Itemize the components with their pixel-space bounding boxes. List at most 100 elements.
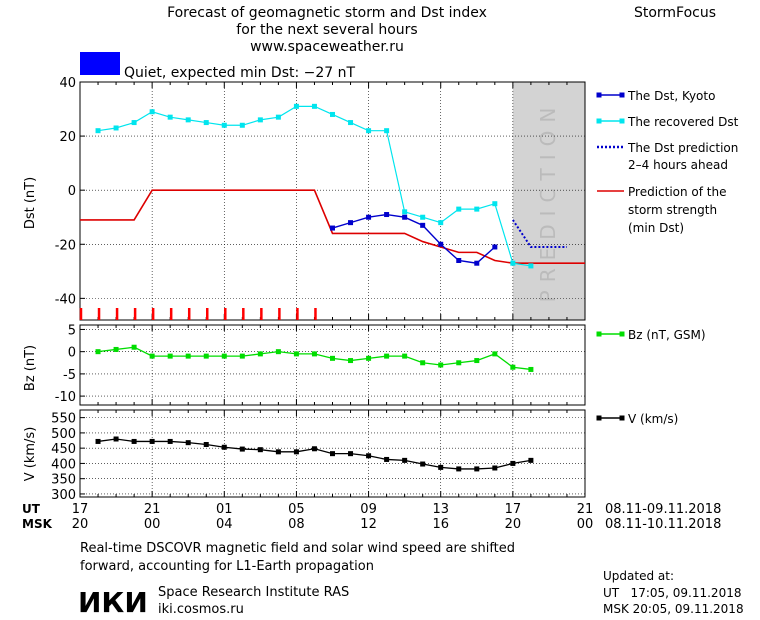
- recovered-dst-point: [293, 103, 299, 109]
- legend-point: [619, 331, 625, 337]
- y-tick-label: -5: [63, 368, 76, 383]
- prediction-label: PREDICTION: [536, 100, 560, 303]
- bz-point: [95, 349, 101, 355]
- bz-point: [474, 358, 480, 364]
- msk-axis-label: MSK: [22, 517, 53, 531]
- bz-point: [167, 353, 173, 359]
- iki-logo: ИКИ: [78, 586, 148, 619]
- bz-point: [275, 349, 281, 355]
- legend-point: [596, 415, 602, 421]
- solar-wind-speed-point: [131, 438, 137, 444]
- dst-axis-label: Dst (nT): [23, 177, 38, 229]
- bz-point: [185, 353, 191, 359]
- solar-wind-speed-point: [203, 441, 209, 447]
- chart-title-line-2: for the next several hours: [236, 22, 417, 38]
- y-tick-label: 0: [68, 346, 76, 361]
- bz-point: [348, 358, 354, 364]
- footer-site: iki.cosmos.ru: [158, 602, 244, 617]
- dst-prediction-line: [512, 219, 567, 248]
- solar-wind-speed-point: [95, 438, 101, 444]
- bz-axis-label: Bz (nT): [23, 345, 38, 391]
- brand-label: StormFocus: [634, 5, 716, 21]
- recovered-dst-point: [185, 117, 191, 123]
- y-tick-label: -40: [55, 292, 76, 307]
- recovered-dst-point: [438, 220, 444, 226]
- y-tick-label: -10: [55, 390, 76, 405]
- y-tick-label: 500: [51, 427, 76, 442]
- time-tick-labels: 17 21 01 05 09 13 17 21 20 00 04 08 12 16 20 00: [72, 502, 594, 532]
- y-tick-label: 5: [68, 323, 76, 338]
- recovered-dst-point: [257, 117, 263, 123]
- bz-point: [402, 353, 408, 359]
- storm-strength-line: [80, 189, 585, 265]
- recovered-dst-point: [311, 103, 317, 109]
- y-tick-label: -20: [55, 238, 76, 253]
- solar-wind-speed-point: [113, 436, 119, 442]
- solar-wind-speed-point: [420, 461, 426, 467]
- legend-recovered: The recovered Dst: [627, 115, 739, 129]
- solar-wind-speed-point: [185, 440, 191, 446]
- recovered-dst-point: [167, 114, 173, 120]
- bz-point: [113, 346, 119, 352]
- legend-storm-3: (min Dst): [628, 221, 684, 235]
- legend-point: [619, 92, 625, 98]
- recovered-dst-point: [239, 122, 245, 128]
- ut-tick-label: 17: [505, 502, 522, 517]
- recovered-dst-point: [384, 128, 390, 134]
- v-axis-label: V (km/s): [23, 427, 38, 482]
- y-tick-label: 550: [51, 412, 76, 427]
- chart-title-url: www.spaceweather.ru: [250, 39, 404, 55]
- dst-panel: PREDICTION 40 20 0 -20 -40: [55, 76, 586, 321]
- bz-line: [97, 346, 531, 371]
- legend-v: V (km/s): [628, 412, 678, 426]
- legend-prediction-2: 2–4 hours ahead: [628, 158, 728, 172]
- recovered-dst-point: [528, 263, 534, 269]
- dst-kyoto-point: [474, 260, 480, 266]
- solar-wind-speed-point: [239, 446, 245, 452]
- status-text: Quiet, expected min Dst: −27 nT: [124, 65, 356, 81]
- bz-point: [528, 366, 534, 372]
- msk-tick-label: 08: [288, 517, 305, 532]
- msk-tick-label: 20: [72, 517, 89, 532]
- dst-kyoto-point: [366, 214, 372, 220]
- y-tick-label: 20: [59, 130, 76, 145]
- recovered-dst-point: [456, 206, 462, 212]
- msk-tick-label: 20: [505, 517, 522, 532]
- recovered-dst-point: [330, 111, 335, 117]
- solar-wind-speed-point: [366, 453, 372, 459]
- legend-v-marker: [596, 415, 625, 421]
- msk-tick-label: 04: [216, 517, 233, 532]
- ut-axis-label: UT: [22, 502, 41, 516]
- legend-storm-2: storm strength: [628, 203, 717, 217]
- recovered-dst-point: [131, 120, 137, 126]
- solar-wind-speed-point: [438, 464, 444, 470]
- bz-point: [330, 355, 335, 361]
- panel-frame: [79, 409, 586, 498]
- updated-msk: MSK 20:05, 09.11.2018: [603, 602, 744, 616]
- footer-org: Space Research Institute RAS: [158, 585, 349, 600]
- legend-dst-kyoto-marker: [596, 92, 625, 98]
- dst-kyoto-line: [332, 213, 496, 264]
- legend-point: [596, 92, 602, 98]
- bz-point: [293, 351, 299, 357]
- bz-point: [384, 353, 390, 359]
- recovered-dst-point: [474, 206, 480, 212]
- legend-point: [596, 118, 602, 124]
- bz-point: [239, 353, 245, 359]
- recovered-dst-point: [275, 114, 281, 120]
- legend-point: [619, 118, 625, 124]
- y-tick-label: 0: [68, 184, 76, 199]
- msk-tick-label: 16: [432, 517, 449, 532]
- solar-wind-speed-point: [167, 438, 173, 444]
- ut-tick-label: 09: [360, 502, 377, 517]
- recovered-dst-point: [221, 122, 227, 128]
- bz-point: [420, 360, 426, 366]
- dst-kyoto-point: [492, 244, 498, 250]
- msk-tick-label: 00: [144, 517, 161, 532]
- solar-wind-speed-point: [330, 451, 335, 457]
- chart-title-line-1: Forecast of geomagnetic storm and Dst in…: [167, 5, 487, 21]
- bz-point: [131, 344, 137, 350]
- solar-wind-speed-point: [528, 457, 534, 463]
